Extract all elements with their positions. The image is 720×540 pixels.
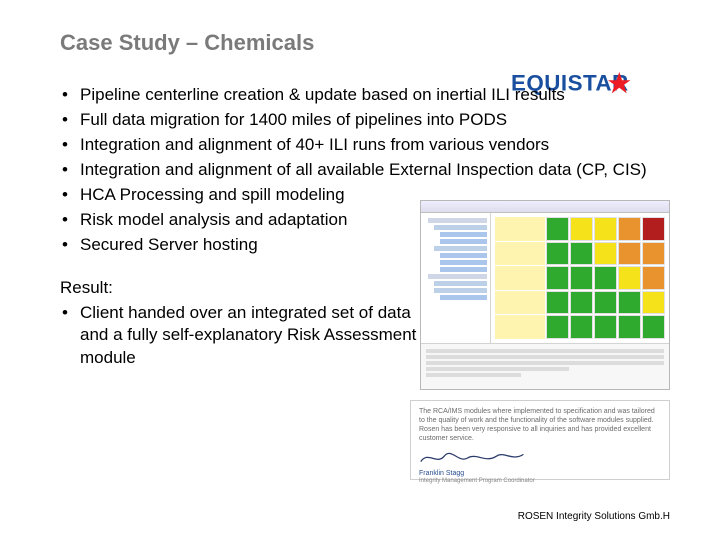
signature [419, 449, 661, 467]
heatmap-cell [642, 242, 665, 266]
result-item: Client handed over an integrated set of … [60, 302, 440, 371]
heatmap-cell [570, 291, 593, 315]
row-label [495, 291, 545, 315]
heatmap-cell [570, 217, 593, 241]
bullet-item: Integration and alignment of 40+ ILI run… [60, 134, 670, 157]
app-body [421, 213, 669, 343]
tree-panel [421, 213, 491, 343]
heatmap-cell [546, 266, 569, 290]
heatmap-cell [594, 315, 617, 339]
heatmap-cell [642, 315, 665, 339]
heatmap-cell [546, 217, 569, 241]
risk-heatmap [491, 213, 669, 343]
result-block: Result: Client handed over an integrated… [60, 277, 440, 371]
testimonial-name: Franklin Stagg [419, 469, 661, 478]
slide: Case Study – Chemicals EQUISTAR Pipeline… [0, 0, 720, 540]
testimonial-text: The RCA/IMS modules where implemented to… [419, 407, 661, 443]
heatmap-cell [546, 291, 569, 315]
heatmap-cell [594, 291, 617, 315]
heatmap-cell [594, 266, 617, 290]
row-label [495, 242, 545, 266]
heatmap-cell [618, 315, 641, 339]
bullet-item: Integration and alignment of all availab… [60, 159, 670, 182]
heatmap-cell [594, 242, 617, 266]
testimonial-box: The RCA/IMS modules where implemented to… [410, 400, 670, 480]
heatmap-cell [594, 217, 617, 241]
bottom-panel [421, 343, 669, 389]
heatmap-cell [618, 266, 641, 290]
slide-title: Case Study – Chemicals [60, 30, 670, 56]
signature-path [421, 454, 524, 462]
heatmap-cell [618, 217, 641, 241]
result-label: Result: [60, 277, 440, 300]
heatmap-cell [618, 291, 641, 315]
row-label [495, 217, 545, 241]
bullet-item: Pipeline centerline creation & update ba… [60, 84, 670, 107]
row-label [495, 315, 545, 339]
heatmap-cell [570, 266, 593, 290]
heatmap-cell [570, 315, 593, 339]
heatmap-cell [546, 242, 569, 266]
row-label [495, 266, 545, 290]
heatmap-cell [642, 291, 665, 315]
heatmap-cell [618, 242, 641, 266]
app-screenshot [420, 200, 670, 390]
testimonial-role: Integrity Management Program Coordinator [419, 478, 661, 486]
heatmap-cell [546, 315, 569, 339]
titlebar [421, 201, 669, 213]
footer-text: ROSEN Integrity Solutions Gmb.H [518, 511, 670, 522]
bullet-item: Full data migration for 1400 miles of pi… [60, 109, 670, 132]
result-list: Client handed over an integrated set of … [60, 302, 440, 371]
heatmap-cell [642, 217, 665, 241]
heatmap-cell [642, 266, 665, 290]
heatmap-cell [570, 242, 593, 266]
